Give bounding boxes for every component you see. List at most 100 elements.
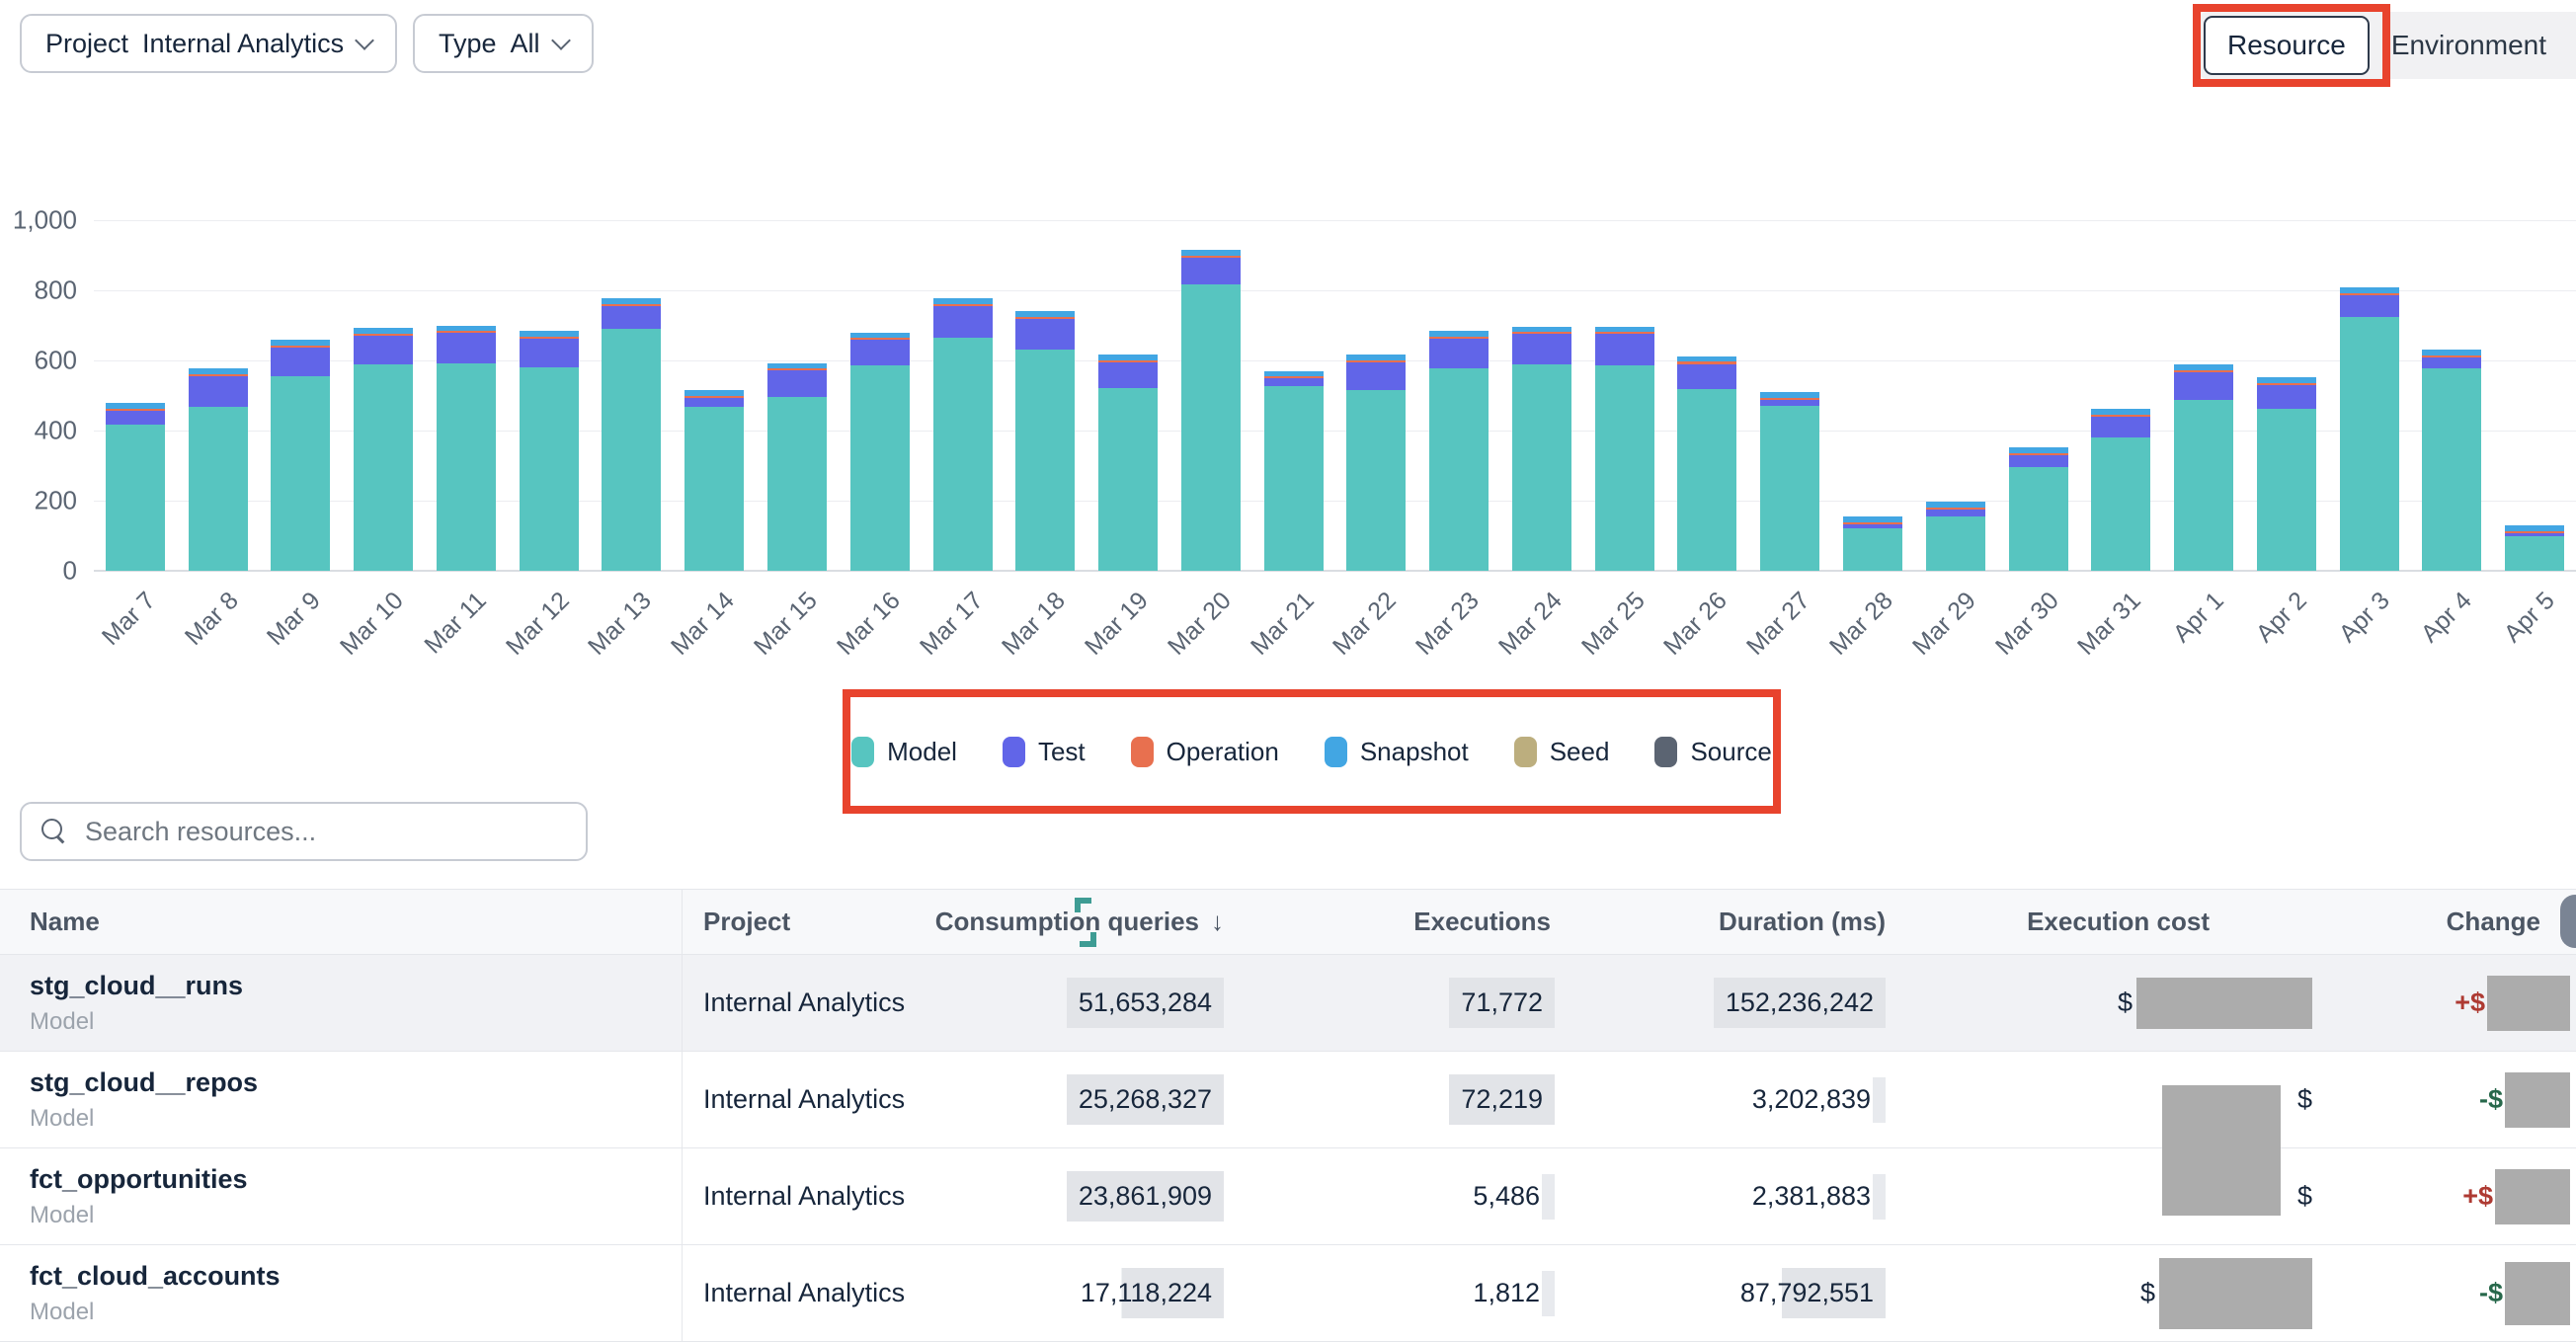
bar-slot [1831,220,1914,571]
column-header-executions[interactable]: Executions [1413,907,1551,936]
bar-segment-model [849,365,910,571]
bar-segment-operation [2091,414,2151,417]
gridline [94,570,2576,572]
legend-swatch-icon [1002,736,1025,767]
legend-item-snapshot[interactable]: Snapshot [1324,736,1469,767]
stacked-bar-mar-13[interactable] [602,297,662,571]
stacked-bar-mar-19[interactable] [1098,354,1159,571]
cell-value: 51,653,284 [1066,978,1224,1028]
legend-item-seed[interactable]: Seed [1513,736,1609,767]
currency-prefix: $ [2117,987,2133,1017]
bar-slot [1666,220,1749,571]
stacked-bar-mar-26[interactable] [1677,355,1737,571]
resource-name[interactable]: stg_cloud__runs [30,970,244,1000]
stacked-bar-mar-28[interactable] [1842,516,1902,571]
cell-value: 2,381,883 [1751,1181,1871,1211]
chevron-down-icon [355,31,375,50]
legend-item-operation[interactable]: Operation [1130,736,1279,767]
bar-segment-model [1760,406,1820,571]
bar-segment-snapshot [932,297,993,304]
stacked-bar-mar-20[interactable] [1180,250,1241,571]
bar-segment-snapshot [271,340,331,347]
stacked-bar-mar-7[interactable] [105,403,165,571]
column-header-duration[interactable]: Duration (ms) [1719,907,1886,936]
search-input[interactable] [83,815,566,848]
table-row-stg_cloud__repos[interactable]: stg_cloud__repos Model Internal Analytics 2… [0,1052,2576,1216]
legend-item-test[interactable]: Test [1002,736,1086,767]
bar-segment-operation [1346,359,1407,362]
legend-item-source[interactable]: Source [1654,736,1772,767]
column-header-execution-cost[interactable]: Execution cost [2027,907,2210,936]
stacked-bar-mar-25[interactable] [1594,326,1654,571]
table-row-fct_opportunities[interactable]: fct_opportunities Model Internal Analytics… [0,1148,2576,1245]
currency-prefix: $ [2296,1181,2312,1211]
bar-segment-test [519,338,579,368]
resource-name-cell: stg_cloud__runs Model [0,955,682,1051]
stacked-bar-mar-9[interactable] [271,340,331,571]
stacked-bar-apr-3[interactable] [2339,287,2399,571]
y-axis-tick-label: 600 [34,345,77,375]
stacked-bar-apr-1[interactable] [2174,363,2234,571]
resources-table: Name Project Consumption queries ↓ Executio… [0,889,2576,1342]
gridline [94,500,2576,502]
stacked-bar-apr-2[interactable] [2256,377,2316,571]
stacked-bar-mar-30[interactable] [2008,447,2068,571]
stacked-bar-apr-4[interactable] [2422,350,2482,571]
table-row-fct_cloud_accounts[interactable]: fct_cloud_accounts Model Internal Analytic… [0,1245,2576,1342]
stacked-bar-mar-11[interactable] [436,325,496,571]
legend-item-model[interactable]: Model [851,736,957,767]
bar-segment-snapshot [2422,350,2482,355]
bar-segment-model [1015,350,1076,571]
bar-slot [1914,220,1997,571]
bar-segment-test [1263,378,1324,386]
bar-slot [342,220,425,571]
bar-slot [260,220,343,571]
bar-segment-operation [1015,317,1076,320]
stacked-bar-mar-24[interactable] [1511,326,1571,571]
project-filter-dropdown[interactable]: Project Internal Analytics [20,14,398,73]
type-filter-dropdown[interactable]: Type All [413,14,594,73]
bar-segment-model [684,406,745,571]
stacked-bar-mar-22[interactable] [1346,355,1407,571]
stacked-bar-mar-17[interactable] [932,297,993,571]
table-body: stg_cloud__runs Model Internal Analytics 51… [0,955,2576,1342]
tab-resource[interactable]: Resource [2203,16,2370,75]
bar-segment-snapshot [1098,354,1159,360]
stacked-bar-apr-5[interactable] [2505,524,2565,571]
stacked-bar-mar-10[interactable] [354,328,414,571]
resource-type: Model [30,1104,95,1132]
stacked-bar-mar-16[interactable] [849,332,910,571]
stacked-bar-mar-14[interactable] [684,390,745,571]
stacked-bar-mar-27[interactable] [1760,391,1820,571]
stacked-bar-mar-21[interactable] [1263,370,1324,571]
stacked-bar-mar-18[interactable] [1015,311,1076,571]
y-axis-tick-label: 0 [62,555,77,586]
tab-environment[interactable]: Environment [2370,18,2568,73]
bar-segment-test [932,305,993,338]
stacked-bar-mar-31[interactable] [2091,409,2151,571]
resource-name[interactable]: fct_cloud_accounts [30,1260,281,1291]
table-row-stg_cloud__runs[interactable]: stg_cloud__runs Model Internal Analytics 51… [0,955,2576,1052]
bar-slot [591,220,674,571]
bar-slot [756,220,839,571]
project-filter-label: Project [45,28,129,58]
stacked-bar-mar-8[interactable] [188,367,248,571]
bar-segment-operation [1760,397,1820,400]
stacked-bar-mar-12[interactable] [519,330,579,571]
bar-segment-model [2339,316,2399,571]
stacked-bar-mar-23[interactable] [1429,330,1489,571]
stacked-bar-mar-29[interactable] [1925,502,1985,571]
search-box[interactable] [20,802,588,861]
duration-cell: 87,792,551 [1561,1245,1892,1341]
column-header-consumption-queries[interactable]: Consumption queries ↓ [928,890,1230,954]
gridline [94,359,2576,361]
resource-name[interactable]: fct_opportunities [30,1163,248,1194]
bar-segment-test [1677,363,1737,390]
column-header-change[interactable]: Change [2446,907,2540,936]
bar-segment-operation [1180,255,1241,258]
stacked-bar-mar-15[interactable] [767,362,827,571]
duration-cell: 152,236,242 [1561,955,1892,1051]
resource-name[interactable]: stg_cloud__repos [30,1066,259,1097]
scrollbar-thumb[interactable] [2560,895,2576,948]
bar-segment-test [2505,532,2565,536]
